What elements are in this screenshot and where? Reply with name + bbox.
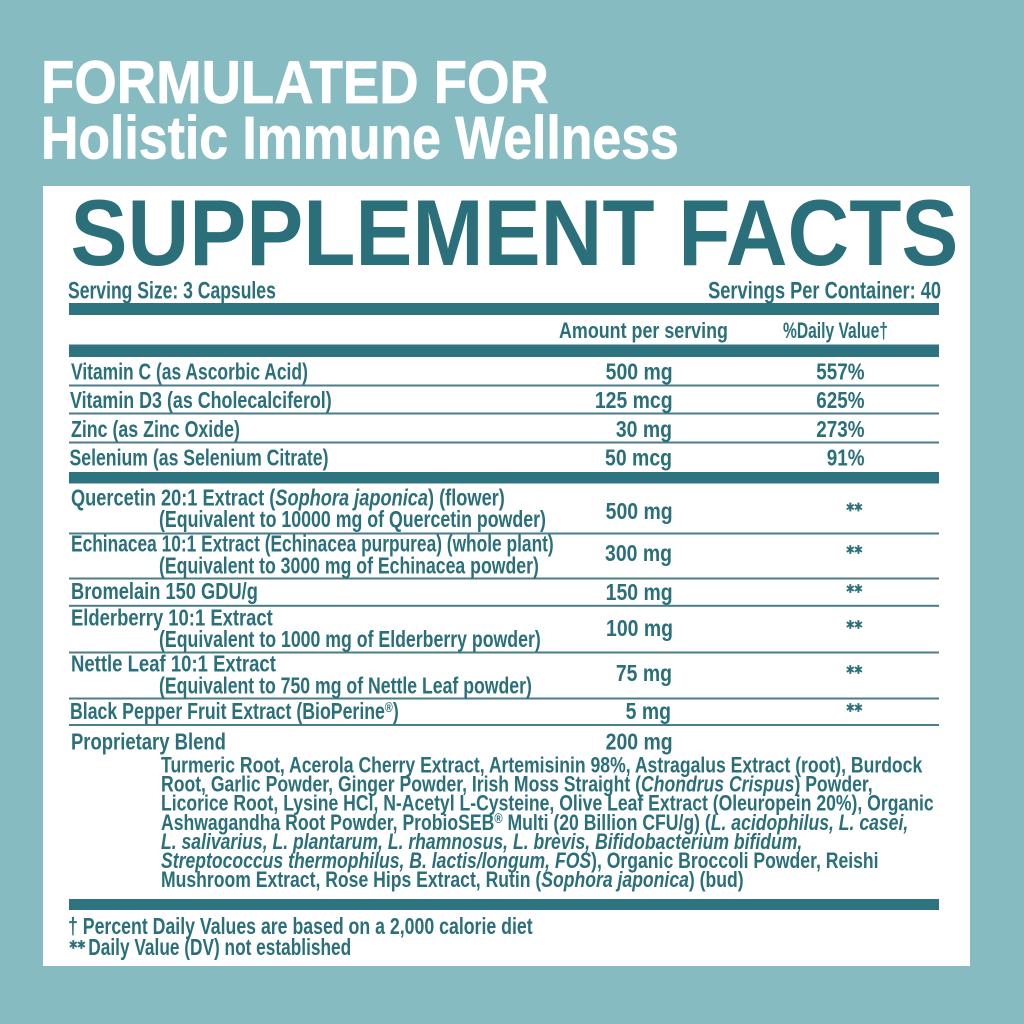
svg-text:(Equivalent to 750 mg of Nettl: (Equivalent to 750 mg of Nettle Leaf pow…	[159, 673, 532, 699]
svg-text:50 mcg: 50 mcg	[605, 445, 672, 471]
svg-text:75 mg: 75 mg	[616, 660, 672, 686]
svg-text:Black Pepper Fruit Extract (Bi: Black Pepper Fruit Extract (BioPerine®​)	[70, 699, 399, 725]
svg-text:91%: 91%	[827, 446, 865, 471]
svg-text:273%: 273%	[816, 417, 864, 442]
svg-text:Ashwagandha Root Powder, Probi: Ashwagandha Root Powder, ProbioSEB®​ Mul…	[161, 811, 908, 836]
svg-text:Root, Garlic Powder, Ginger Po: Root, Garlic Powder, Ginger Powder, Iris…	[161, 773, 873, 797]
svg-text:30 mg: 30 mg	[616, 416, 672, 442]
svg-text:Selenium (as Selenium Citrate): Selenium (as Selenium Citrate)	[70, 445, 329, 471]
svg-text:Holistic Immune Wellness: Holistic Immune Wellness	[41, 104, 679, 171]
svg-text:125 mcg: 125 mcg	[595, 387, 673, 413]
svg-text:FORMULATED FOR: FORMULATED FOR	[41, 50, 549, 117]
svg-text:Vitamin D3 (as Cholecalciferol: Vitamin D3 (as Cholecalciferol)	[70, 388, 332, 414]
svg-text:Servings Per Container: 40: Servings Per Container: 40	[708, 277, 941, 304]
svg-text:Zinc (as Zinc Oxide): Zinc (as Zinc Oxide)	[71, 417, 240, 443]
svg-text:(Equivalent to 3000 mg of Echi: (Equivalent to 3000 mg of Echinacea powd…	[159, 553, 539, 579]
svg-text:500 mg: 500 mg	[606, 498, 673, 524]
svg-text:Amount per serving: Amount per serving	[559, 319, 728, 343]
svg-text:%Daily Value†: %Daily Value†	[783, 320, 888, 344]
svg-text:Licorice Root, Lysine HCl, N-A: Licorice Root, Lysine HCl, N-Acetyl L-Cy…	[161, 792, 934, 816]
svg-text:Echinacea 10:1 Extract (Echina: Echinacea 10:1 Extract (Echinacea purpur…	[71, 532, 554, 557]
svg-text:5 mg: 5 mg	[626, 698, 671, 724]
svg-text:100 mg: 100 mg	[606, 615, 673, 641]
svg-text:150 mg: 150 mg	[606, 579, 673, 605]
svg-text:300 mg: 300 mg	[605, 540, 672, 566]
svg-text:Serving Size: 3 Capsules: Serving Size: 3 Capsules	[68, 278, 276, 304]
svg-text:(Equivalent to 10000 mg of Que: (Equivalent to 10000 mg of Quercetin pow…	[159, 507, 546, 533]
svg-text:(Equivalent to 1000 mg of Elde: (Equivalent to 1000 mg of Elderberry pow…	[159, 627, 541, 653]
svg-text:Bromelain 150 GDU/g: Bromelain 150 GDU/g	[71, 579, 258, 604]
svg-text:200 mg: 200 mg	[606, 729, 673, 755]
svg-text:SUPPLEMENT FACTS: SUPPLEMENT FACTS	[71, 181, 959, 286]
svg-text:500 mg: 500 mg	[606, 359, 673, 385]
svg-text:Streptococcus thermophilus, B.: Streptococcus thermophilus, B. lactis/lo…	[161, 849, 879, 873]
svg-text:Elderberry 10:1 Extract: Elderberry 10:1 Extract	[71, 605, 273, 630]
svg-text:557%: 557%	[816, 360, 864, 385]
svg-text:Mushroom Extract, Rose Hips Ex: Mushroom Extract, Rose Hips Extract, Rut…	[161, 868, 744, 892]
svg-text:Nettle Leaf 10:1 Extract: Nettle Leaf 10:1 Extract	[71, 652, 276, 677]
svg-text:† Percent Daily Values are bas: † Percent Daily Values are based on a 2,…	[68, 914, 533, 940]
svg-text:Quercetin 20:1 Extract (Sophor: Quercetin 20:1 Extract (Sophora japonica…	[71, 486, 505, 512]
svg-text:Daily Value (DV) not establish: Daily Value (DV) not established	[88, 936, 351, 961]
svg-text:Turmeric Root, Acerola Cherry: Turmeric Root, Acerola Cherry Extract, A…	[161, 754, 923, 778]
svg-text:Vitamin C (as Ascorbic Acid): Vitamin C (as Ascorbic Acid)	[71, 360, 308, 385]
svg-text:Proprietary Blend: Proprietary Blend	[71, 729, 226, 754]
svg-text:L. salivarius, L. plantarum, L: L. salivarius, L. plantarum, L. rhamnosu…	[161, 830, 802, 854]
svg-text:625%: 625%	[816, 388, 864, 413]
